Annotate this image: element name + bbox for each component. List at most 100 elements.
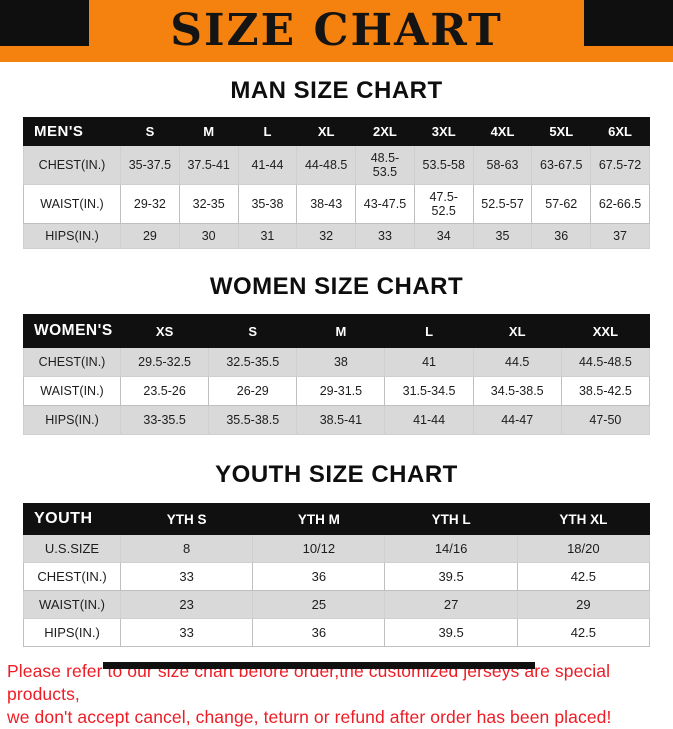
size-column-header-cell: XL <box>296 117 357 146</box>
measurement-cell: 33 <box>355 223 415 249</box>
measurement-cell: 58-63 <box>472 145 533 185</box>
table-row: CHEST(IN.) 29.5-32.5 32.5-35.5 38 41 44.5 44.5… <box>22 347 651 377</box>
women-size-section: WOMEN SIZE CHART WOMEN'S XS S M L XL XXL CHEST(… <box>0 273 673 435</box>
measurement-cell: 33-35.5 <box>120 405 210 435</box>
measurement-cell: 38-43 <box>296 184 357 224</box>
table-header-row: WOMEN'S XS S M L XL XXL <box>22 314 651 348</box>
measurement-cell: 26-29 <box>208 376 298 406</box>
size-column-header-cell: YTH S <box>120 503 254 535</box>
measurement-cell: 63-67.5 <box>531 145 592 185</box>
measurement-cell: 36 <box>531 223 592 249</box>
measurement-cell: 42.5 <box>516 618 651 647</box>
table-header-row: YOUTH YTH S YTH M YTH L YTH XL <box>22 503 651 535</box>
measurement-cell: 41 <box>384 347 474 377</box>
women-section-title: WOMEN SIZE CHART <box>209 273 464 300</box>
measurement-cell: 67.5-72 <box>590 145 650 185</box>
measurement-cell: 35 <box>472 223 533 249</box>
man-size-table: MEN'S S M L XL 2XL 3XL 4XL 5XL 6XL CHEST(IN.) 35-37… <box>22 117 650 249</box>
measurement-cell: 32 <box>296 223 357 249</box>
measurement-cell: 29 <box>516 590 651 619</box>
youth-size-section: YOUTH SIZE CHART YOUTH YTH S YTH M YTH L YTH… <box>0 461 673 647</box>
measurement-cell: 14/16 <box>384 534 518 563</box>
table-row: WAIST(IN.) 29-32 32-35 35-38 38-43 43-47.5 47.… <box>22 184 650 224</box>
women-size-table: WOMEN'S XS S M L XL XXL CHEST(IN.) 29.5-32.5 32.5… <box>22 314 651 435</box>
measurement-cell: 37.5-41 <box>178 145 239 185</box>
measurement-cell: 30 <box>178 223 239 249</box>
disclaimer-line-2: we don't accept cancel, change, teturn o… <box>7 707 612 728</box>
row-label-cell: WAIST(IN.) <box>22 376 122 406</box>
measurement-cell: 39.5 <box>384 618 518 647</box>
table-header-row: MEN'S S M L XL 2XL 3XL 4XL 5XL 6XL <box>22 117 650 146</box>
measurement-cell: 48.5-53.5 <box>355 145 415 185</box>
measurement-cell: 47.5-52.5 <box>413 184 474 224</box>
table-row: HIPS(IN.) 29 30 31 32 33 34 35 36 37 <box>22 223 650 249</box>
measurement-cell: 42.5 <box>516 562 651 591</box>
size-column-header-cell: L <box>237 117 298 146</box>
measurement-cell: 38.5-42.5 <box>560 376 651 406</box>
measurement-cell: 32-35 <box>178 184 239 224</box>
measurement-cell: 31.5-34.5 <box>384 376 474 406</box>
table-row: HIPS(IN.) 33 36 39.5 42.5 <box>22 618 651 647</box>
measurement-cell: 23 <box>120 590 254 619</box>
size-column-header-cell: 2XL <box>355 117 415 146</box>
measurement-cell: 44-47 <box>472 405 562 435</box>
bottom-black-bar <box>103 662 535 669</box>
measurement-cell: 57-62 <box>531 184 592 224</box>
table-corner-header-cell: MEN'S <box>22 117 122 146</box>
row-label-cell: CHEST(IN.) <box>22 347 122 377</box>
row-label-cell: U.S.SIZE <box>22 534 122 563</box>
table-row: HIPS(IN.) 33-35.5 35.5-38.5 38.5-41 41-44 44-… <box>22 405 651 435</box>
table-row: WAIST(IN.) 23 25 27 29 <box>22 590 651 619</box>
row-label-cell: HIPS(IN.) <box>22 618 122 647</box>
measurement-cell: 35-38 <box>237 184 298 224</box>
measurement-cell: 43-47.5 <box>355 184 415 224</box>
man-section-title: MAN SIZE CHART <box>230 77 443 104</box>
measurement-cell: 29-32 <box>120 184 180 224</box>
measurement-cell: 34.5-38.5 <box>472 376 562 406</box>
size-column-header-cell: XL <box>472 314 562 348</box>
size-column-header-cell: XS <box>120 314 210 348</box>
measurement-cell: 32.5-35.5 <box>208 347 298 377</box>
size-column-header-cell: L <box>384 314 474 348</box>
size-column-header-cell: YTH M <box>252 503 386 535</box>
measurement-cell: 39.5 <box>384 562 518 591</box>
size-column-header-cell: 6XL <box>590 117 650 146</box>
measurement-cell: 44-48.5 <box>296 145 357 185</box>
size-column-header-cell: YTH XL <box>516 503 651 535</box>
row-label-cell: WAIST(IN.) <box>22 184 122 224</box>
banner: SIZE CHART <box>0 0 673 62</box>
size-column-header-cell: XXL <box>560 314 651 348</box>
measurement-cell: 31 <box>237 223 298 249</box>
measurement-cell: 41-44 <box>384 405 474 435</box>
measurement-cell: 10/12 <box>252 534 386 563</box>
row-label-cell: HIPS(IN.) <box>22 405 122 435</box>
measurement-cell: 62-66.5 <box>590 184 650 224</box>
size-column-header-cell: 3XL <box>413 117 474 146</box>
row-label-cell: CHEST(IN.) <box>22 145 122 185</box>
measurement-cell: 38.5-41 <box>296 405 386 435</box>
measurement-cell: 29-31.5 <box>296 376 386 406</box>
measurement-cell: 52.5-57 <box>472 184 533 224</box>
measurement-cell: 47-50 <box>560 405 651 435</box>
table-row: CHEST(IN.) 35-37.5 37.5-41 41-44 44-48.5 48.5… <box>22 145 650 185</box>
measurement-cell: 29.5-32.5 <box>120 347 210 377</box>
measurement-cell: 34 <box>413 223 474 249</box>
banner-corner-right <box>584 0 673 46</box>
measurement-cell: 33 <box>120 562 254 591</box>
banner-corner-left <box>0 0 89 46</box>
measurement-cell: 8 <box>120 534 254 563</box>
size-column-header-cell: M <box>178 117 239 146</box>
size-column-header-cell: 5XL <box>531 117 592 146</box>
measurement-cell: 27 <box>384 590 518 619</box>
man-size-section: MAN SIZE CHART MEN'S S M L XL 2XL 3XL 4XL 5XL 6XL… <box>0 77 673 249</box>
measurement-cell: 53.5-58 <box>413 145 474 185</box>
size-column-header-cell: S <box>120 117 180 146</box>
size-column-header-cell: 4XL <box>472 117 533 146</box>
size-column-header-cell: M <box>296 314 386 348</box>
measurement-cell: 35-37.5 <box>120 145 180 185</box>
measurement-cell: 29 <box>120 223 180 249</box>
table-corner-header-cell: YOUTH <box>22 503 122 535</box>
measurement-cell: 36 <box>252 562 386 591</box>
measurement-cell: 25 <box>252 590 386 619</box>
